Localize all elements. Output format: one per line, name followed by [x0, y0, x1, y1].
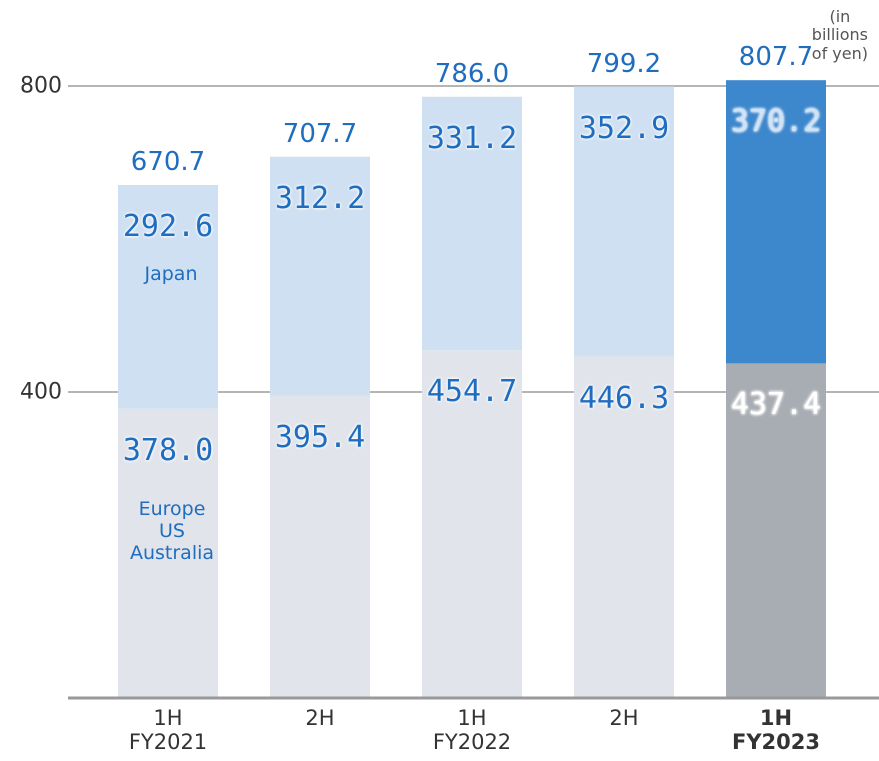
segment-value-label: 352.9 [578, 110, 670, 146]
x-tick-label: FY2022 [432, 730, 512, 754]
segment-value-label: 312.2 [274, 180, 366, 216]
y-tick-label: 400 [20, 379, 62, 405]
y-tick-label: 800 [20, 73, 62, 99]
total-label: 707.7 [282, 118, 358, 149]
bar-segment [422, 96, 522, 351]
bar-segment [574, 86, 674, 357]
bar-segment [270, 156, 370, 396]
segment-value-label: 331.2 [426, 120, 518, 156]
segment-value-label: 378.0 [122, 432, 214, 468]
x-tick-label: FY2023 [732, 730, 820, 754]
legend-label: Japan [144, 263, 198, 286]
x-tick-label: 2H [305, 706, 335, 730]
segment-value-label: 446.3 [578, 380, 670, 416]
total-label: 670.7 [130, 146, 206, 177]
x-tick-label: 1H [457, 706, 487, 730]
bar-segment [726, 363, 826, 698]
total-label: 799.2 [586, 48, 662, 79]
segment-value-label: 292.6 [122, 208, 214, 244]
segment-value-label: 370.2 [730, 103, 822, 139]
bar-segment [270, 395, 370, 698]
segment-value-label: 437.4 [730, 387, 822, 423]
bar-segment [118, 184, 218, 409]
bar-segment [422, 350, 522, 698]
bar-segment [574, 356, 674, 698]
segment-value-label: 395.4 [274, 419, 366, 455]
x-tick-label: 1H [153, 706, 183, 730]
bar-segment [118, 408, 218, 698]
total-label: 786.0 [434, 58, 510, 89]
segment-value-label: 454.7 [426, 373, 518, 409]
subtitle: (in billions of yen) [811, 7, 868, 63]
x-tick-label: 1H [759, 706, 793, 730]
legend-label: Europe US Australia [129, 498, 215, 564]
x-tick-label: 2H [609, 706, 639, 730]
bar-segment [726, 80, 826, 364]
total-label: 807.7 [738, 42, 814, 73]
x-tick-label: FY2021 [128, 730, 208, 754]
